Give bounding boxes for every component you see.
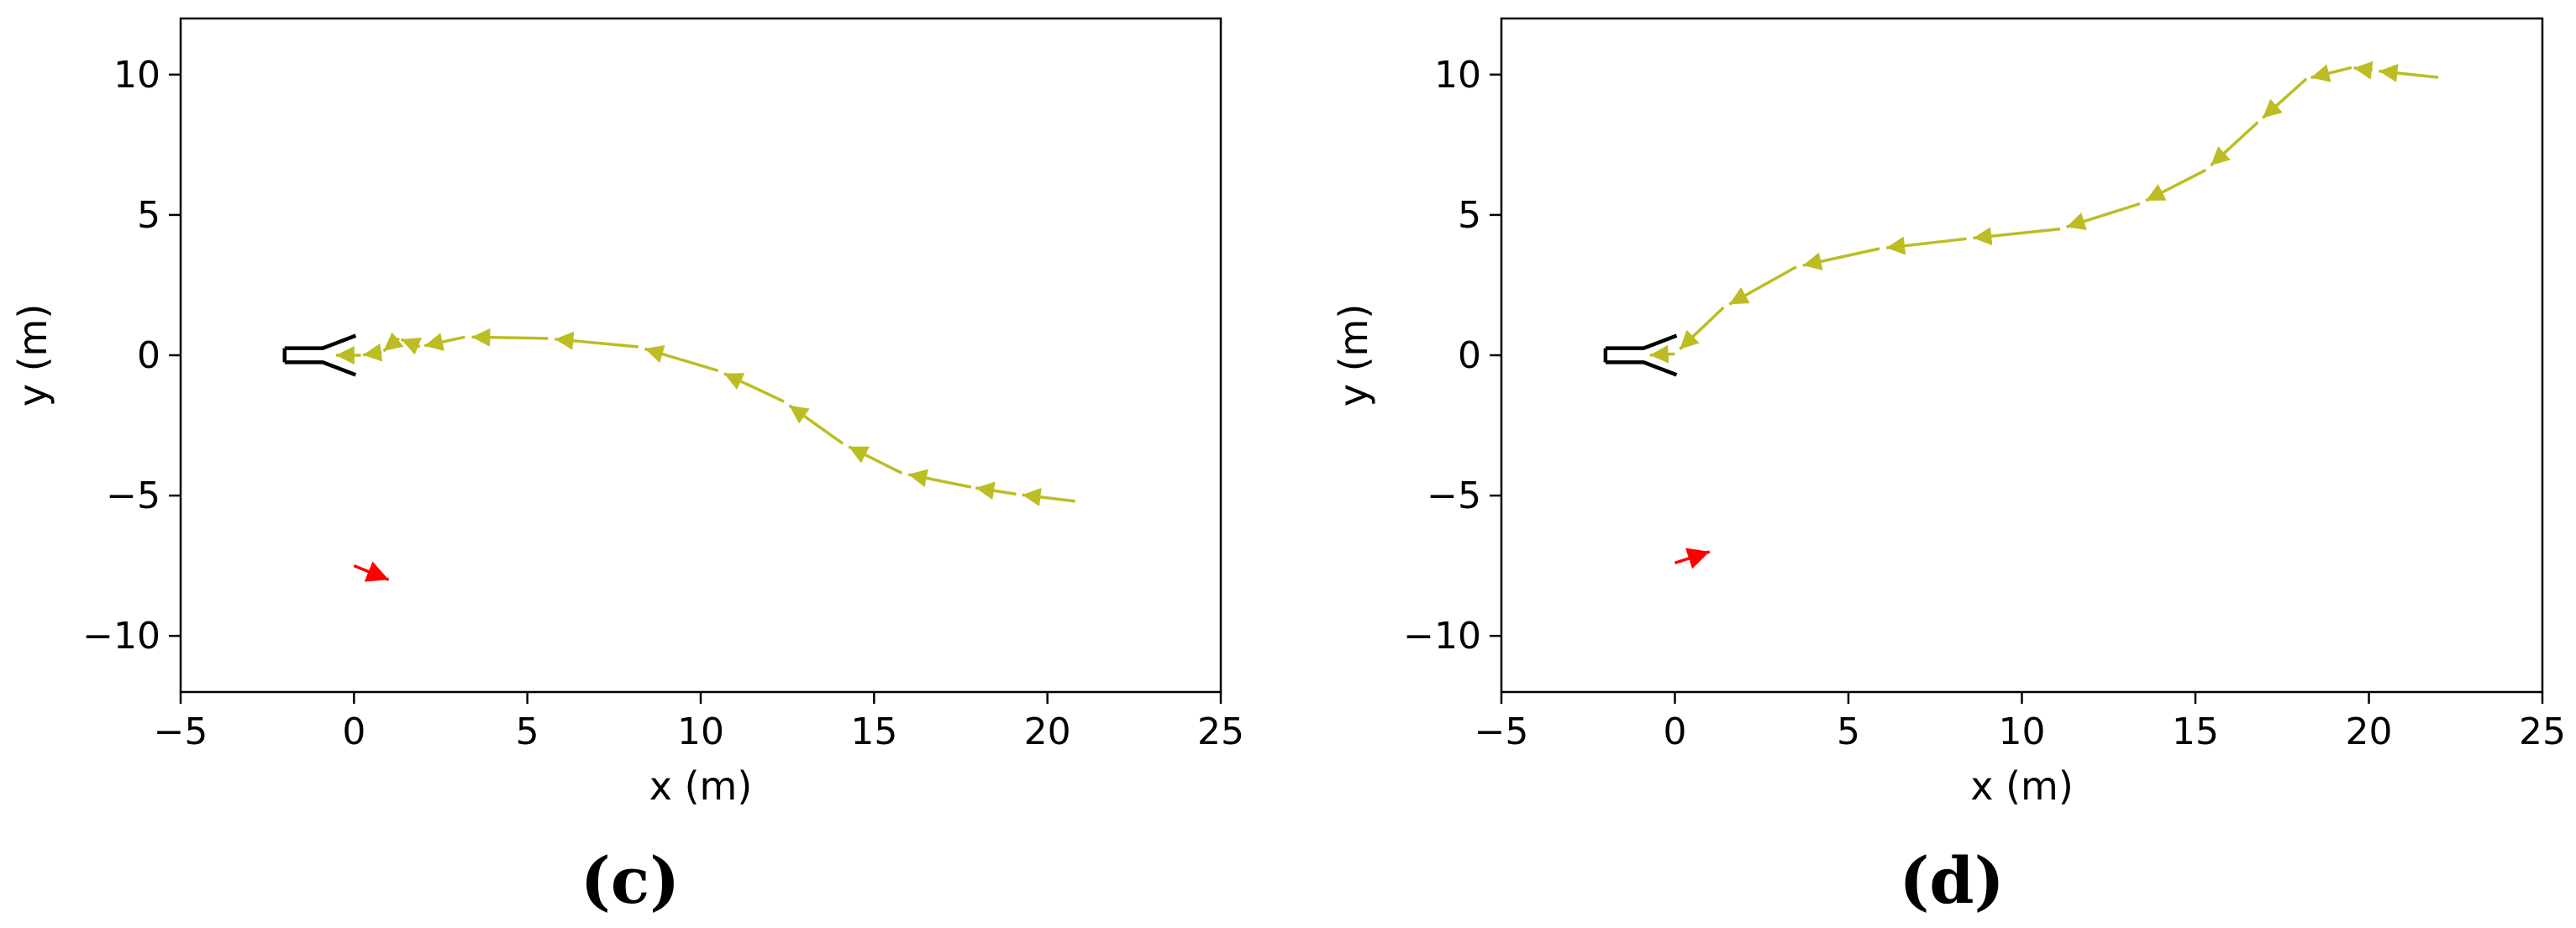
trajectory-arrow	[723, 372, 785, 403]
wind-arrow	[353, 561, 390, 582]
y-tick-label: −5	[1427, 474, 1481, 517]
x-tick-label: 5	[516, 710, 539, 753]
x-tick-label: 25	[2519, 710, 2566, 753]
trajectory-arrow	[2066, 202, 2141, 231]
x-axis-label: x (m)	[1970, 763, 2074, 809]
y-tick-label: 10	[113, 54, 160, 97]
x-tick-label: 0	[1664, 710, 1687, 753]
x-tick-label: 10	[677, 710, 724, 753]
trajectory-arrow	[788, 404, 844, 445]
trajectory-arrow	[1728, 265, 1797, 306]
y-tick-label: 10	[1434, 54, 1481, 97]
trajectory-arrow	[400, 338, 422, 355]
trajectory-arrow	[2379, 64, 2439, 82]
trajectory-arrow	[1022, 487, 1075, 506]
y-tick-label: −10	[82, 615, 160, 658]
x-tick-label: 20	[2346, 710, 2393, 753]
trajectory-arrow	[2145, 168, 2207, 202]
trajectory-arrow	[907, 469, 972, 489]
y-tick-label: 5	[137, 194, 160, 237]
trajectory-arrow	[1802, 247, 1880, 271]
x-tick-label: 20	[1024, 710, 1071, 753]
trajectory-arrow	[2311, 64, 2353, 82]
trajectory-arrow	[975, 481, 1017, 501]
y-tick-label: −10	[1403, 615, 1481, 658]
trajectory-arrow	[1649, 344, 1675, 364]
x-axis-label: x (m)	[649, 763, 753, 809]
wind-arrow	[1674, 548, 1711, 569]
trajectory-arrow	[471, 328, 549, 347]
trajectory-arrow	[2261, 77, 2308, 119]
y-axis-label: y (m)	[1331, 304, 1376, 407]
x-tick-label: 25	[1197, 710, 1244, 753]
x-tick-label: −5	[1475, 710, 1529, 753]
trajectory-arrow	[423, 333, 465, 351]
vehicle-icon	[1603, 333, 1678, 377]
trajectory-arrow	[1973, 227, 2061, 246]
trajectory-arrow	[555, 331, 639, 350]
trajectory-arrow	[848, 445, 903, 474]
y-tick-label: 5	[1458, 194, 1481, 237]
trajectory-arrow	[2353, 60, 2374, 80]
vehicle-icon	[282, 333, 357, 377]
trajectory-arrow	[1679, 306, 1725, 351]
x-tick-label: 15	[2172, 710, 2219, 753]
panel-d: (d) −5 0 5 10 15 20 25 −10 −5 0 5 10 x (m) y (m)	[1331, 17, 2566, 918]
trajectory-arrow	[362, 343, 383, 362]
x-tick-label: 15	[850, 710, 897, 753]
x-tick-label: 0	[342, 710, 365, 753]
trajectory-arrow	[382, 332, 404, 353]
trajectory-arrow	[2210, 121, 2259, 167]
x-tick-label: 10	[1999, 710, 2046, 753]
trajectory-arrow	[1885, 236, 1967, 255]
y-tick-label: −5	[106, 474, 160, 517]
panel-label: (c)	[581, 843, 680, 918]
panel-c: (c) −5 0 5 10 15 20 25 −10 −5 0 5 10 x (m) y (m)	[10, 17, 1244, 918]
panel-label: (d)	[1899, 843, 2004, 918]
y-tick-label: 0	[137, 334, 160, 377]
trajectory-arrow	[644, 345, 719, 373]
y-tick-label: 0	[1458, 334, 1481, 377]
x-tick-label: −5	[154, 710, 208, 753]
x-tick-label: 5	[1837, 710, 1860, 753]
y-axis-label: y (m)	[10, 304, 55, 407]
